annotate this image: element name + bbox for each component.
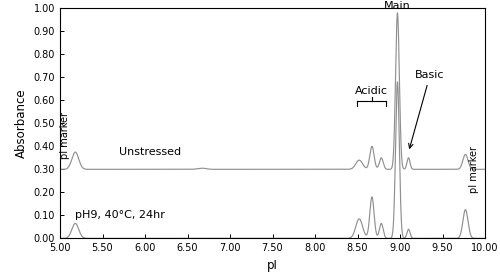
- X-axis label: pI: pI: [267, 259, 278, 272]
- Text: pI marker: pI marker: [60, 112, 70, 159]
- Text: pH9, 40°C, 24hr: pH9, 40°C, 24hr: [76, 210, 165, 220]
- Text: pI marker: pI marker: [469, 146, 479, 193]
- Text: Basic: Basic: [408, 70, 445, 148]
- Text: Unstressed: Unstressed: [120, 147, 182, 157]
- Text: Main: Main: [384, 1, 411, 10]
- Text: Acidic: Acidic: [355, 86, 388, 96]
- Y-axis label: Absorbance: Absorbance: [15, 89, 28, 158]
